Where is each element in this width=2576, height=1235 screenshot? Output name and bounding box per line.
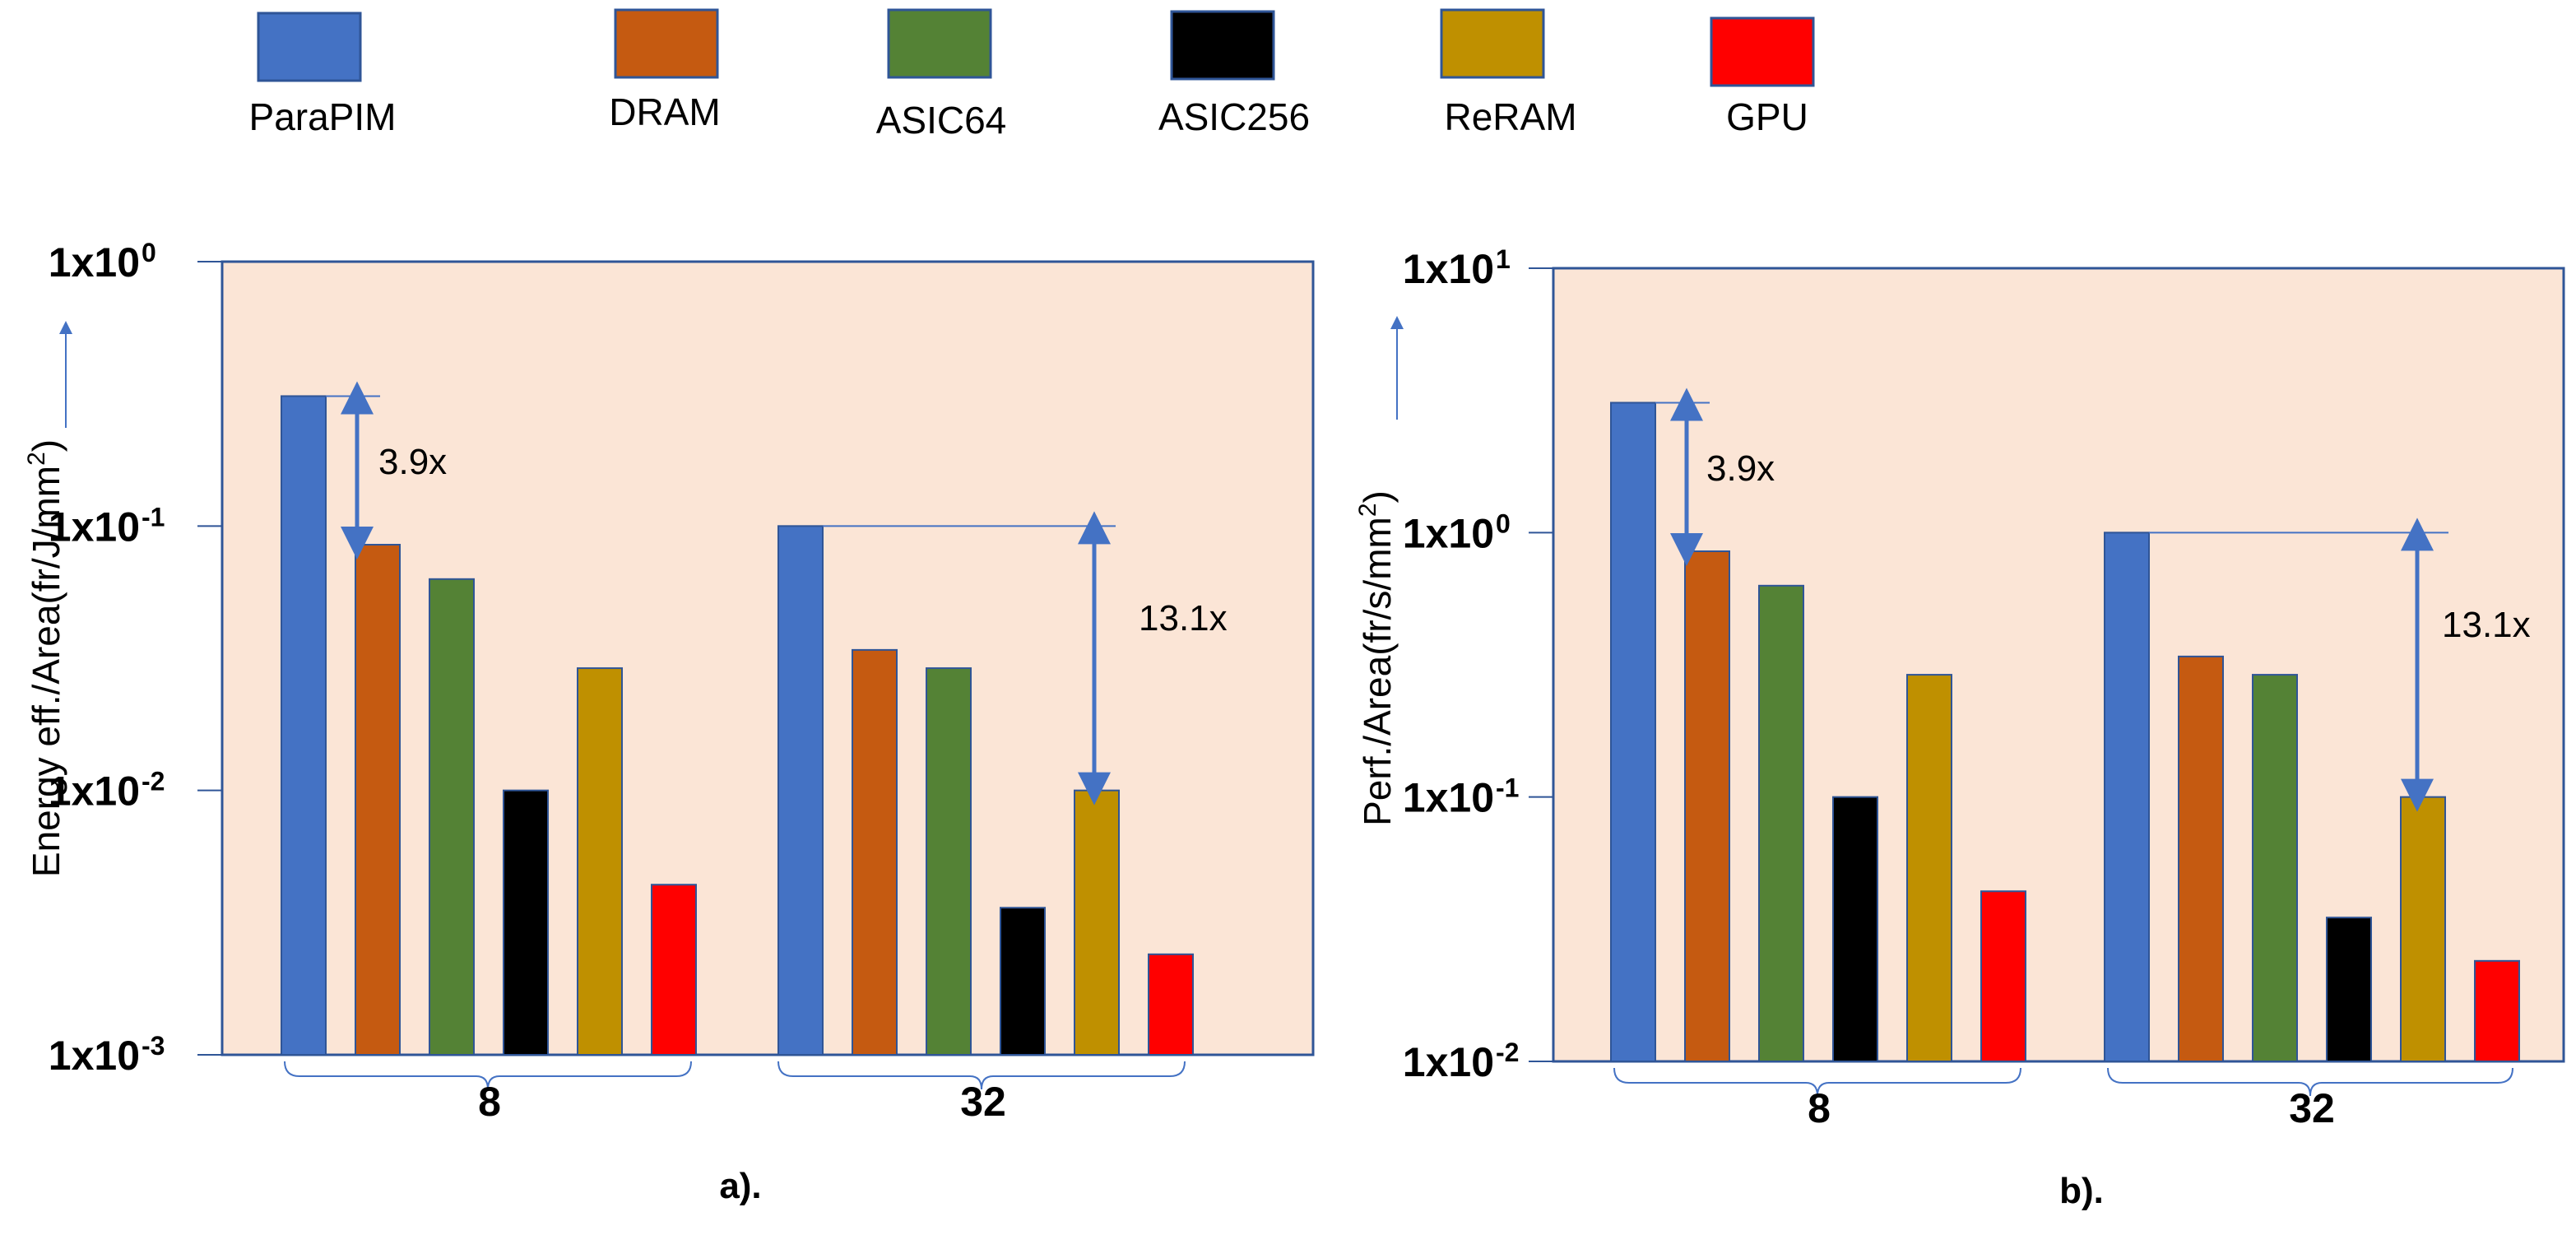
legend: ParaPIM DRAM ASIC64 ASIC256 ReRAM GPU <box>249 8 1815 142</box>
bar-asic64-8 <box>429 578 475 1056</box>
bar-dram-8 <box>355 544 401 1056</box>
panel-caption: b). <box>2059 1171 2104 1211</box>
y-tick-label: 1x10 <box>49 768 140 815</box>
annotation-label: 13.1x <box>2442 605 2531 645</box>
bar-parapim-8 <box>281 395 327 1056</box>
legend-swatch-gpu <box>1710 16 1815 87</box>
legend-swatch-asic256 <box>1170 10 1275 81</box>
y-tick-label: 1x10 <box>49 239 140 286</box>
bar-reram-8 <box>1906 674 1952 1062</box>
legend-label-asic256: ASIC256 <box>1158 95 1310 138</box>
bar-gpu-32 <box>1148 953 1194 1056</box>
bar-reram-8 <box>577 667 623 1056</box>
y-tick-exponent: -1 <box>1496 773 1519 803</box>
legend-label-asic64: ASIC64 <box>876 99 1007 142</box>
bar-reram-32 <box>2400 796 2446 1063</box>
y-tick-label: 1x10 <box>1403 1039 1494 1085</box>
bar-dram-32 <box>2178 655 2224 1062</box>
y-tick-exponent: -1 <box>142 502 165 532</box>
bar-parapim-32 <box>777 525 824 1056</box>
y-tick-label: 1x10 <box>49 504 140 550</box>
y-axis-label-main: Perf./Area(fr/s/mm <box>1356 517 1399 826</box>
category-brace-8 <box>1613 1067 2021 1097</box>
category-label-32: 32 <box>2289 1085 2335 1131</box>
legend-label-parapim: ParaPIM <box>249 95 397 138</box>
y-tick-exponent: 0 <box>142 238 156 267</box>
annotation-label: 13.1x <box>1139 598 1228 638</box>
y-tick-label: 1x10 <box>1403 246 1494 292</box>
y-axis-label-main: Energy eff./Area(fr/J/mm <box>25 466 67 877</box>
y-tick-label: 1x10 <box>1403 510 1494 556</box>
category-label-8: 8 <box>1808 1085 1831 1131</box>
category-label-32: 32 <box>960 1079 1006 1125</box>
y-tick-exponent: 0 <box>1496 508 1511 538</box>
y-tick-exponent: -3 <box>142 1031 165 1061</box>
legend-label-dram: DRAM <box>609 91 720 133</box>
category-brace-32 <box>2107 1067 2513 1097</box>
y-axis-label-superscript: 2 <box>1354 503 1381 517</box>
bar-asic256-8 <box>1832 796 1878 1063</box>
category-brace-32 <box>777 1061 1186 1090</box>
bar-gpu-8 <box>651 884 697 1056</box>
y-tick-label: 1x10 <box>1403 775 1494 821</box>
annotation-label: 3.9x <box>1706 448 1775 489</box>
annotation-label: 3.9x <box>378 442 447 482</box>
legend-swatch-dram <box>614 8 719 79</box>
bar-asic64-32 <box>926 667 972 1056</box>
bar-dram-32 <box>852 648 898 1056</box>
bar-parapim-8 <box>1610 402 1656 1062</box>
legend-swatch-parapim <box>257 12 362 82</box>
legend-swatch-asic64 <box>887 8 992 79</box>
bar-asic256-32 <box>2326 917 2372 1063</box>
legend-swatch-reram <box>1440 8 1545 79</box>
plot-area <box>220 260 1315 1056</box>
bar-gpu-8 <box>1980 890 2026 1062</box>
y-axis-label: Energy eff./Area(fr/J/mm2) <box>23 439 67 877</box>
bar-gpu-32 <box>2474 959 2520 1062</box>
bar-parapim-32 <box>2104 532 2150 1062</box>
category-label-8: 8 <box>478 1079 501 1125</box>
y-tick-exponent: -2 <box>1496 1038 1519 1067</box>
bar-asic256-32 <box>1000 907 1046 1056</box>
y-axis-label-superscript: 2 <box>23 452 50 466</box>
y-axis-label-close: ) <box>25 439 67 452</box>
bar-asic64-8 <box>1758 584 1804 1062</box>
bar-asic256-8 <box>503 789 549 1056</box>
y-tick-exponent: 1 <box>1496 244 1511 274</box>
y-axis-label: Perf./Area(fr/s/mm2) <box>1354 490 1399 826</box>
bar-reram-32 <box>1074 789 1120 1056</box>
legend-label-reram: ReRAM <box>1444 95 1576 138</box>
panel-caption: a). <box>719 1166 761 1206</box>
y-tick-label: 1x10 <box>49 1033 140 1079</box>
category-brace-8 <box>284 1061 692 1090</box>
y-tick-exponent: -2 <box>142 767 165 796</box>
bar-asic64-32 <box>2252 674 2298 1062</box>
bar-dram-8 <box>1684 550 1730 1062</box>
legend-label-gpu: GPU <box>1726 95 1808 138</box>
y-axis-label-close: ) <box>1356 490 1399 503</box>
